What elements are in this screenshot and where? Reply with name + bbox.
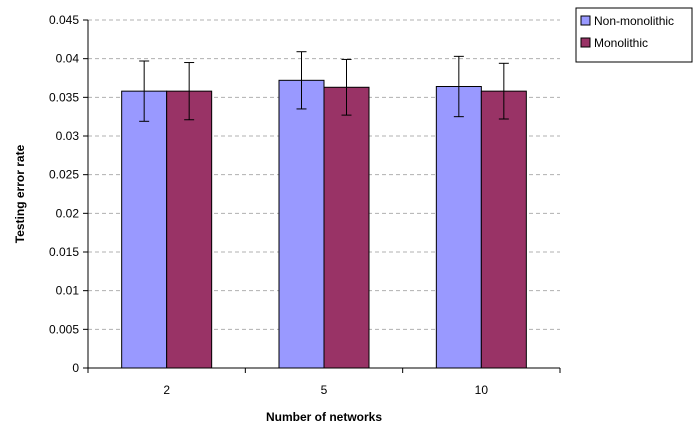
bar [323,86,370,369]
bar [480,90,527,369]
y-tick-label: 0.015 [49,245,79,259]
y-tick-label: 0 [72,361,79,375]
y-tick-label: 0.045 [49,13,79,27]
y-tick-label: 0.03 [56,129,80,143]
axes [87,20,560,369]
y-tick-label: 0.02 [56,206,80,220]
y-tick-label: 0.025 [49,168,79,182]
legend-swatch-non-monolithic [580,15,591,26]
error-bars [139,51,509,122]
legend-label-non-monolithic: Non-monolithic [594,14,674,28]
legend-label-monolithic: Monolithic [594,36,648,50]
legend: Non-monolithic Monolithic [575,7,693,63]
bars [121,79,527,369]
legend-swatch-monolithic [580,37,591,48]
x-tick-label: 5 [321,383,328,397]
y-tick-label: 0.035 [49,90,79,104]
ticks: 0 0.005 0.01 0.015 0.02 0.025 0.03 0.035 0.04 0.0… [49,13,561,397]
y-tick-label: 0.005 [49,322,79,336]
x-tick-label: 10 [475,383,489,397]
y-tick-label: 0.01 [56,284,80,298]
y-tick-label: 0.04 [56,52,80,66]
bar [278,79,325,369]
bar [121,90,168,369]
legend-box [575,7,693,63]
x-tick-label: 2 [163,383,170,397]
x-axis-title: Number of networks [266,410,382,424]
y-axis-title: Testing error rate [13,144,27,243]
bar [435,86,482,369]
bar [166,90,213,369]
